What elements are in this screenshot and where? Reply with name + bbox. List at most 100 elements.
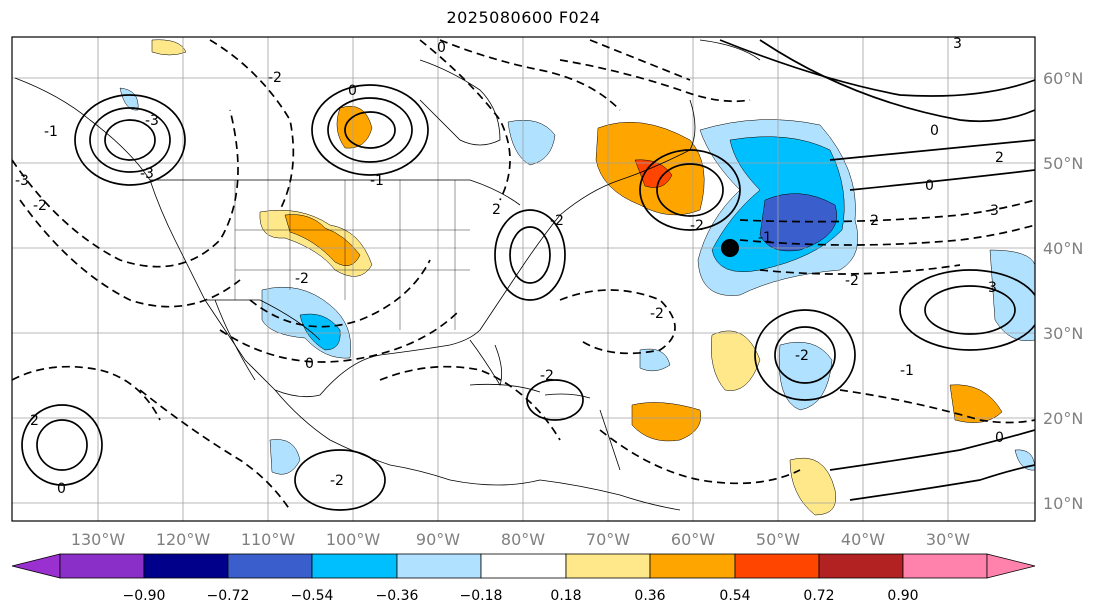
- colorbar-segment: [565, 553, 651, 579]
- contour-pos-6: [344, 111, 396, 149]
- us-canada-border: [150, 179, 521, 206]
- colorbar-tick: −0.54: [291, 588, 334, 604]
- shade-canada-orange: [336, 106, 373, 149]
- lon-label-120w: 120°W: [156, 530, 211, 549]
- lat-label-10n: 10°N: [1043, 494, 1083, 513]
- colorbar-segment: [480, 553, 567, 579]
- contour-pos-13: [899, 269, 1035, 351]
- black-dot-marker: [721, 239, 739, 257]
- contour-label: 2: [870, 213, 879, 229]
- shade-texas-blue-core: [299, 313, 341, 351]
- contour-label: -2: [330, 473, 344, 489]
- contour-pos-4: [311, 84, 429, 176]
- colorbar-segment: [143, 553, 229, 579]
- shade-far-right-small-blue: [1014, 449, 1035, 471]
- contour-label: -2: [33, 198, 47, 214]
- contour-label: 2: [30, 413, 39, 429]
- colorbar-segment: [311, 553, 398, 579]
- state-lines: [234, 180, 470, 330]
- longitude-labels: 130°W 120°W 110°W 100°W 90°W 80°W 70°W 6…: [71, 530, 970, 549]
- contour-label: -3: [145, 113, 159, 129]
- contour-lines-dashed: [12, 39, 1035, 511]
- contour-pos-10: [656, 163, 724, 217]
- colorbar-segment: [227, 553, 313, 579]
- contour-pos-7: [494, 209, 566, 301]
- shade-top-orange: [151, 39, 187, 56]
- contour-label: -2: [550, 213, 564, 229]
- shade-hudson-bay-blue: [507, 119, 556, 166]
- contour-label: 2: [995, 150, 1004, 166]
- lon-label-100w: 100°W: [326, 530, 381, 549]
- contour-label: -2: [540, 368, 554, 384]
- colorbar-over-arrow: [986, 553, 1036, 579]
- colorbar-tick: −0.36: [376, 588, 419, 604]
- contour-label: 0: [995, 430, 1004, 446]
- contour-neg-11: [559, 289, 676, 355]
- baja: [214, 299, 256, 381]
- contour-label: 0: [925, 178, 934, 194]
- colorbar-segment: [902, 553, 988, 579]
- north-america-west-coast: [14, 77, 276, 391]
- contour-label: -2: [295, 271, 309, 287]
- contour-pos-5: [327, 97, 413, 163]
- colorbar-tick: 0.90: [887, 588, 918, 604]
- colorbar-tick: −0.18: [460, 588, 503, 604]
- contour-label: 3: [953, 36, 962, 52]
- contour-pos-11: [754, 309, 856, 401]
- contour-right-zonal-2: [849, 169, 1035, 191]
- contour-pos-3: [104, 119, 156, 161]
- shade-azores-orange: [949, 384, 1003, 423]
- lon-label-110w: 110°W: [241, 530, 296, 549]
- contour-label: 3: [988, 280, 997, 296]
- contour-neg-12: [739, 199, 1035, 223]
- contour-label: 0: [437, 40, 446, 56]
- contour-label: 0: [57, 481, 66, 497]
- lon-label-40w: 40°W: [841, 530, 885, 549]
- contour-pos-12: [774, 326, 836, 384]
- contour-neg-2: [19, 199, 241, 308]
- contour-neg-5: [439, 39, 621, 111]
- lon-label-80w: 80°W: [501, 530, 545, 549]
- contour-label: -1: [370, 173, 384, 189]
- contour-neg-3: [209, 39, 295, 211]
- map-title: 2025080600 F024: [446, 8, 601, 27]
- contour-label: 0: [305, 356, 314, 372]
- shade-farright-blue: [989, 249, 1035, 342]
- contour-upper-right-2: [759, 39, 1035, 123]
- shade-bc-blue: [119, 87, 139, 111]
- cuba: [469, 383, 541, 393]
- shade-pacific-blue: [269, 439, 301, 475]
- contour-label: 0: [348, 83, 357, 99]
- colorbar-tick: 0.36: [634, 588, 665, 604]
- contour-neg-16: [599, 429, 801, 485]
- contour-neg-18: [12, 365, 161, 421]
- contour-bottom-right-1: [829, 429, 1035, 471]
- lon-label-70w: 70°W: [586, 530, 630, 549]
- lon-label-90w: 90°W: [416, 530, 460, 549]
- hudson-bay: [419, 59, 501, 146]
- lat-label-40n: 40°N: [1043, 239, 1083, 258]
- contour-pos-16: [36, 419, 88, 471]
- contour-label: -2: [795, 348, 809, 364]
- colorbar-segment: [734, 553, 820, 579]
- contour-label: -1: [900, 363, 914, 379]
- contour-label: -2: [690, 218, 704, 234]
- lat-label-20n: 20°N: [1043, 409, 1083, 428]
- contour-neg-4: [419, 39, 511, 201]
- gulf-coast: [274, 329, 481, 398]
- contour-label: -2: [650, 306, 664, 322]
- colorbar-segment: [59, 553, 145, 579]
- contour-label: 2: [492, 202, 501, 218]
- contour-pos-8: [509, 226, 551, 284]
- shade-caribbean-blue: [639, 348, 671, 372]
- contour-labels: 0 0 0 -3 -2 -1 -1 -2 -3 -3 0 2 -2 -1 3 3…: [15, 36, 1004, 497]
- contour-neg-10: [379, 365, 561, 441]
- colorbar-segment: [818, 553, 904, 579]
- contour-neg-15: [839, 389, 1035, 424]
- coastlines: [14, 39, 761, 511]
- contour-right-zonal-1: [829, 139, 1035, 161]
- lon-label-60w: 60°W: [671, 530, 715, 549]
- contour-neg-1: [12, 109, 239, 268]
- contour-label: -3: [140, 166, 154, 182]
- shade-eastatl-orange: [789, 457, 837, 516]
